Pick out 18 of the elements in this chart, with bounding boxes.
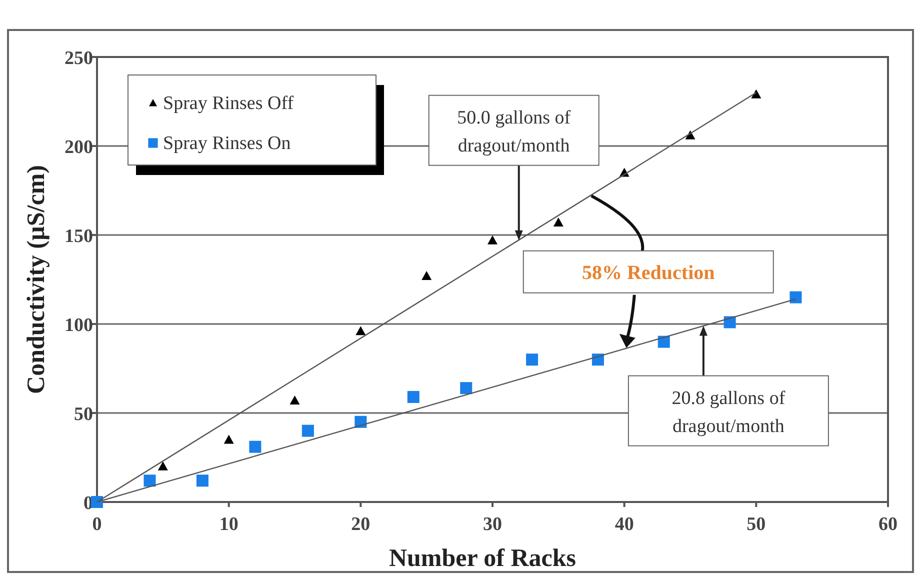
y-tick-label: 100	[64, 315, 93, 336]
annotation: 58% Reduction	[582, 262, 715, 284]
y-tick-label: 200	[64, 137, 93, 158]
x-tick-label: 10	[219, 514, 238, 535]
x-tick-label: 50	[746, 514, 766, 535]
legend-label: Spray Rinses On	[163, 133, 292, 154]
x-tick-label: 40	[614, 514, 634, 535]
y-tick-label: 250	[64, 48, 93, 69]
x-tick-label: 60	[878, 514, 898, 535]
x-tick-label: 30	[483, 514, 502, 535]
y-tick-label: 150	[64, 226, 93, 247]
x-axis-title: Number of Racks	[388, 545, 576, 572]
annotation: 50.0 gallons of dragout/month	[457, 107, 572, 156]
y-axis-title: Conductivity (µS/cm)	[23, 165, 50, 394]
legend-label: Spray Rinses Off	[163, 93, 294, 114]
x-tick-label: 20	[351, 514, 370, 535]
annotation: 20.8 gallons of dragout/month	[672, 388, 786, 437]
y-tick-label: 50	[74, 404, 93, 425]
